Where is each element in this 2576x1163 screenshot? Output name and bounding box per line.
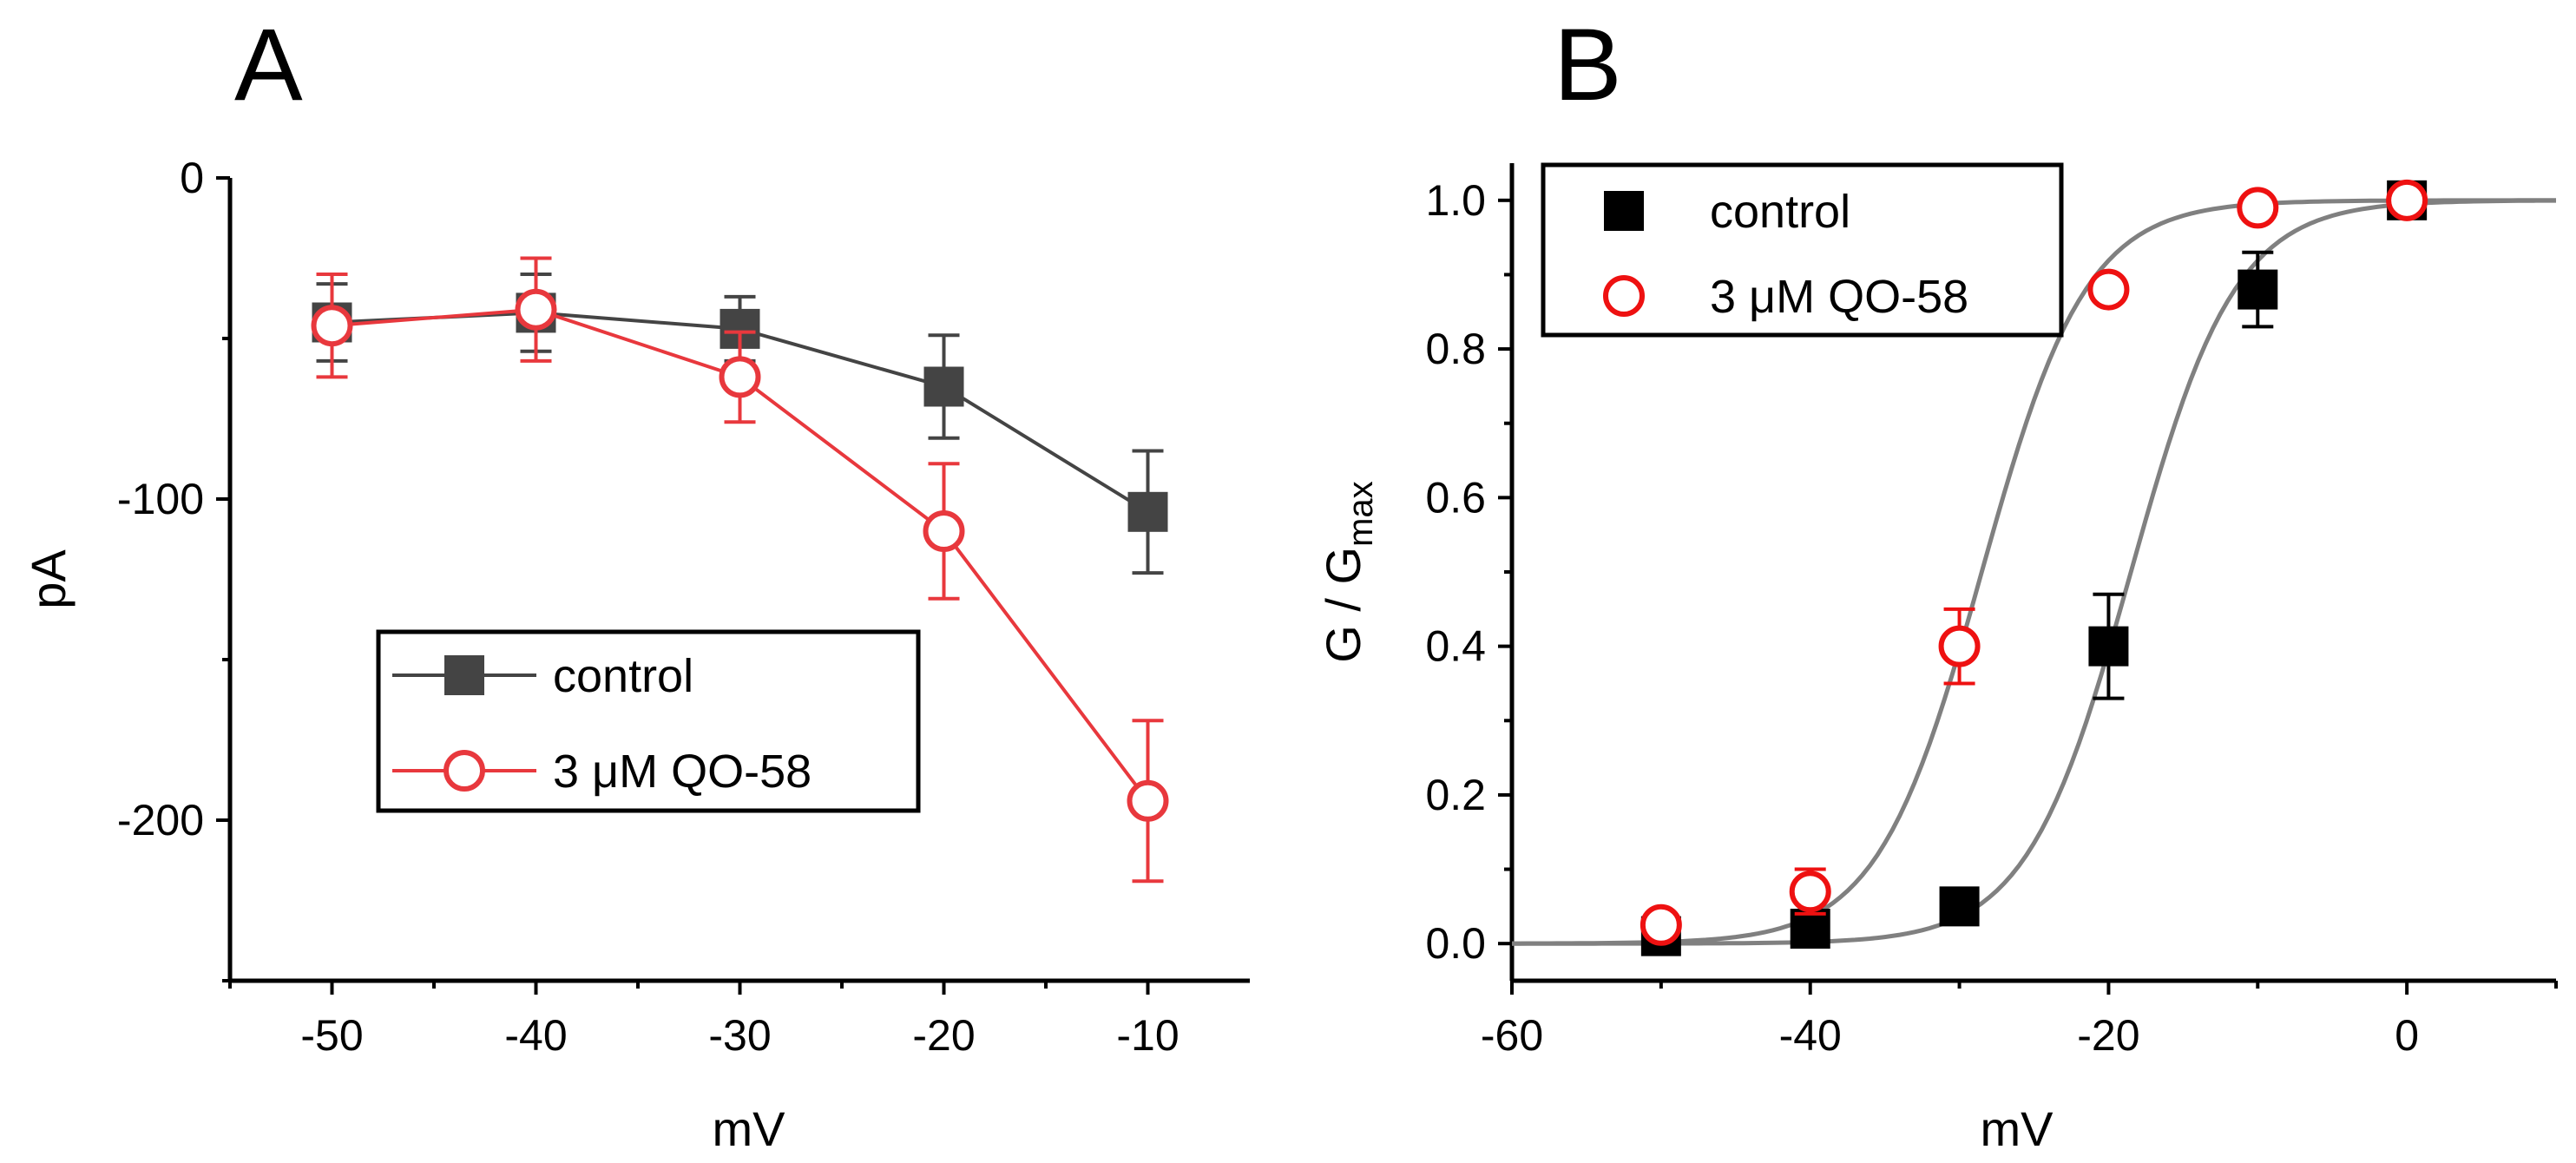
data-point — [2386, 179, 2428, 221]
panel-label-a: A — [234, 8, 303, 122]
legend-label: 3 μM QO-58 — [553, 746, 812, 798]
y-axis-label: G / Gmax — [1316, 481, 1380, 662]
y-axis-label: pA — [21, 549, 76, 609]
data-point — [1789, 871, 1831, 913]
data-point — [2087, 268, 2130, 311]
series-qo58 — [311, 256, 1169, 884]
x-tick-label: -20 — [2077, 1011, 2139, 1060]
x-axis-label: mV — [713, 1101, 786, 1156]
x-axis-label: mV — [1981, 1101, 2054, 1156]
panel-label-b: B — [1554, 8, 1622, 122]
y-tick-label: 0.8 — [1425, 325, 1486, 373]
y-tick-label: 0.4 — [1425, 622, 1486, 671]
y-axis-label-main: G / G — [1316, 547, 1370, 663]
y-tick-label: 0.2 — [1425, 771, 1486, 819]
x-tick-label: -50 — [300, 1011, 363, 1060]
data-point — [1640, 903, 1682, 946]
fit-curve-qo58 — [1512, 198, 2556, 946]
data-point — [1938, 625, 1981, 667]
y-tick-label: 1.0 — [1425, 176, 1486, 225]
panel-a: A0 -100 -200 -50 -40 -30 -20 -10 mV pA control 3 μM… — [21, 8, 1250, 1156]
x-tick-label: -40 — [504, 1011, 567, 1060]
data-point — [311, 305, 353, 347]
legend-label: control — [553, 650, 693, 702]
x-tick-label: 0 — [2395, 1011, 2419, 1060]
legend-marker — [1604, 191, 1644, 231]
data-point — [923, 366, 964, 407]
data-point — [1127, 491, 1168, 532]
x-tick-label: -60 — [1481, 1011, 1543, 1060]
data-point — [719, 356, 761, 398]
y-tick-label: 0.6 — [1425, 473, 1486, 522]
series-qo58 — [1640, 179, 2428, 946]
legend: control 3 μM QO-58 — [376, 629, 921, 813]
y-tick-label: 0 — [180, 154, 204, 202]
y-axis-label-subscript: max — [1342, 481, 1380, 547]
fit-curve-control — [1512, 198, 2556, 946]
legend-marker — [444, 750, 485, 792]
x-tick-label: -10 — [1116, 1011, 1179, 1060]
data-point — [515, 288, 557, 331]
data-point — [1939, 886, 1980, 927]
data-point — [1127, 779, 1169, 822]
legend-label: 3 μM QO-58 — [1710, 271, 1968, 323]
y-tick-label: 0.0 — [1425, 919, 1486, 968]
panel-b: B 0.0 0.2 0.4 0.6 0.8 1.0 -60 -40 -20 0 mV G / Gmax c… — [1316, 8, 2558, 1156]
legend: control 3 μM QO-58 — [1541, 162, 2064, 338]
x-tick-label: -30 — [708, 1011, 771, 1060]
y-tick-label: -100 — [117, 475, 204, 523]
legend-marker — [1603, 275, 1645, 317]
x-tick-label: -40 — [1779, 1011, 1842, 1060]
data-point — [2238, 269, 2278, 310]
y-tick-label: -200 — [117, 796, 204, 844]
legend-label: control — [1710, 186, 1850, 238]
data-point — [2237, 187, 2279, 229]
x-tick-label: -20 — [912, 1011, 975, 1060]
data-point — [2088, 626, 2129, 667]
data-point — [923, 510, 965, 552]
legend-marker — [444, 655, 484, 695]
